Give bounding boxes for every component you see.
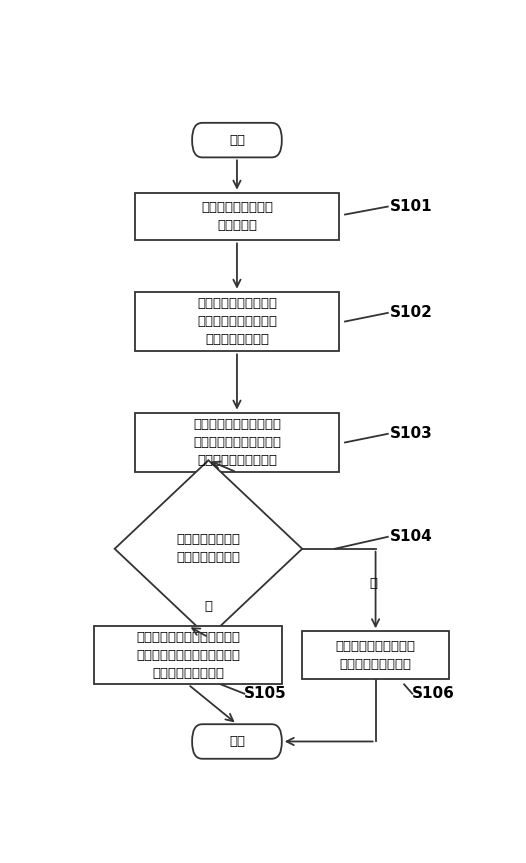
- Text: 根据压缩数据的行压缩结构对
第二对象信息解压，再进行解
码，恢复出第一数据: 根据压缩数据的行压缩结构对 第二对象信息解压，再进行解 码，恢复出第一数据: [136, 631, 240, 679]
- Text: 根据第一对象信息查询到
用户表页，从所述用户表
页中获得第二对象信息: 根据第一对象信息查询到 用户表页，从所述用户表 页中获得第二对象信息: [193, 418, 281, 467]
- Bar: [135, 192, 339, 241]
- Text: 对第二对象信息进行解
码，恢复出第二数据: 对第二对象信息进行解 码，恢复出第二数据: [336, 639, 416, 671]
- Text: S104: S104: [390, 529, 432, 545]
- Text: 判断第二对象信息
是否为压缩数据？: 判断第二对象信息 是否为压缩数据？: [176, 533, 240, 564]
- Text: 开始: 开始: [229, 134, 245, 147]
- Bar: [94, 626, 282, 684]
- Text: 解析数据文件中的系统
表页，从系统表页中获
取第一对象信息，: 解析数据文件中的系统 表页，从系统表页中获 取第一对象信息，: [197, 297, 277, 346]
- Text: S103: S103: [390, 426, 432, 441]
- Text: 获取虚拟磁盘映像中
的数据文件: 获取虚拟磁盘映像中 的数据文件: [201, 201, 273, 232]
- Text: S102: S102: [390, 306, 433, 320]
- Text: 否: 否: [370, 576, 378, 589]
- FancyBboxPatch shape: [192, 724, 282, 759]
- Text: S105: S105: [244, 686, 287, 701]
- Text: 结束: 结束: [229, 735, 245, 748]
- Bar: [135, 292, 339, 351]
- Text: 是: 是: [205, 600, 213, 613]
- Polygon shape: [115, 460, 302, 637]
- Text: S101: S101: [390, 199, 432, 214]
- Text: S106: S106: [412, 686, 455, 701]
- Bar: [302, 631, 449, 679]
- Bar: [135, 413, 339, 472]
- FancyBboxPatch shape: [192, 123, 282, 157]
